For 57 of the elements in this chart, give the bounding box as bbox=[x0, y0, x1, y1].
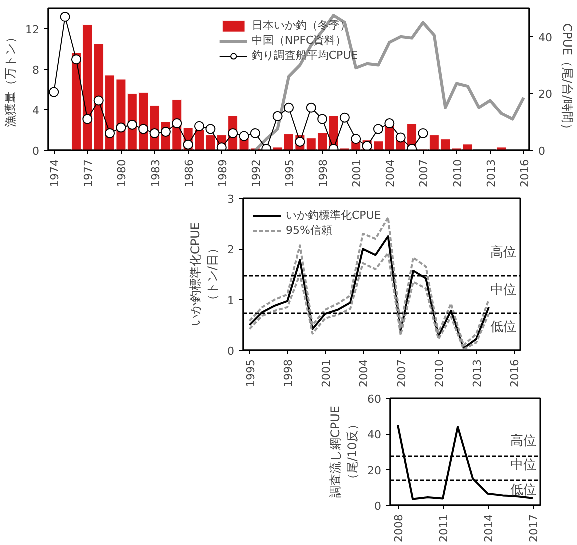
y-tick-label: 40 bbox=[368, 428, 382, 442]
y-tick-label: 20 bbox=[368, 464, 382, 478]
annotation: 高位 bbox=[510, 433, 536, 450]
legend-label: いか釣標準化CPUE bbox=[286, 208, 382, 223]
x-tick-label: 1980 bbox=[116, 159, 129, 188]
x-tick-label: 1986 bbox=[182, 159, 196, 188]
annotation: 中位 bbox=[510, 458, 536, 474]
legend-label: 釣り調査船平均CPUE bbox=[252, 48, 358, 63]
y-tick-label: 1 bbox=[228, 294, 234, 308]
x-tick-label: 1977 bbox=[82, 159, 96, 188]
x-tick-label: 2010 bbox=[451, 159, 464, 188]
x-tick-label: 2016 bbox=[508, 359, 522, 388]
x-tick-label: 2014 bbox=[482, 514, 496, 542]
y2-tick-label: 0 bbox=[538, 145, 546, 158]
x-tick-label: 1995 bbox=[284, 159, 296, 188]
annotation: 高位 bbox=[490, 244, 516, 261]
x-tick-label: 2017 bbox=[528, 514, 540, 542]
y-axis-title: 調査流し網CPUE （尾/10反） bbox=[328, 406, 360, 498]
y-tick-label: 0 bbox=[228, 345, 234, 358]
x-tick-label: 2011 bbox=[438, 514, 450, 542]
x-tick-label: 2008 bbox=[392, 514, 406, 542]
x-tick-label: 2001 bbox=[320, 359, 333, 388]
y-tick-label: 12 bbox=[26, 23, 40, 36]
x-tick-label: 2013 bbox=[484, 159, 498, 188]
x-tick-label: 1983 bbox=[149, 159, 162, 188]
y2-axis-title: CPUE（尾/台/時間） bbox=[560, 23, 574, 136]
y2-tick-label: 20 bbox=[538, 88, 552, 102]
annotation: 低位 bbox=[510, 483, 536, 498]
x-tick-label: 2016 bbox=[518, 159, 532, 188]
y-tick-label: 60 bbox=[368, 393, 382, 406]
x-tick-label: 2007 bbox=[395, 359, 408, 388]
x-tick-label: 1992 bbox=[250, 159, 263, 188]
x-tick-label: 2010 bbox=[433, 359, 446, 388]
legend-label: 中国（NPFC資料） bbox=[252, 33, 347, 48]
x-tick-label: 1995 bbox=[244, 359, 258, 388]
x-tick-label: 1998 bbox=[317, 159, 330, 188]
x-tick-label: 1998 bbox=[282, 359, 296, 388]
x-tick-label: 2007 bbox=[418, 159, 431, 188]
y-tick-label: 3 bbox=[228, 193, 234, 206]
x-tick-label: 2013 bbox=[470, 359, 484, 388]
y-tick-label: 0 bbox=[374, 500, 382, 513]
x-tick-label: 2004 bbox=[384, 159, 398, 188]
annotation: 低位 bbox=[490, 320, 516, 336]
y-tick-label: 4 bbox=[32, 104, 40, 118]
x-tick-label: 2004 bbox=[358, 359, 371, 388]
y-tick-label: 0 bbox=[32, 145, 40, 158]
y2-tick-label: 40 bbox=[538, 31, 552, 44]
x-tick-label: 1989 bbox=[216, 159, 230, 188]
x-tick-label: 1974 bbox=[48, 159, 62, 188]
legend-label: 95%信頼 bbox=[286, 223, 332, 238]
y-tick-label: 8 bbox=[32, 64, 40, 77]
y-axis-title: いか釣標準化CPUE （トン/日） bbox=[188, 222, 220, 326]
legend-label: 日本いか釣（冬季） bbox=[252, 18, 351, 33]
y-tick-label: 2 bbox=[228, 244, 234, 257]
annotation: 中位 bbox=[490, 283, 516, 298]
y-axis-title: 漁獲量（万トン） bbox=[4, 32, 18, 128]
x-tick-label: 2001 bbox=[350, 159, 364, 188]
